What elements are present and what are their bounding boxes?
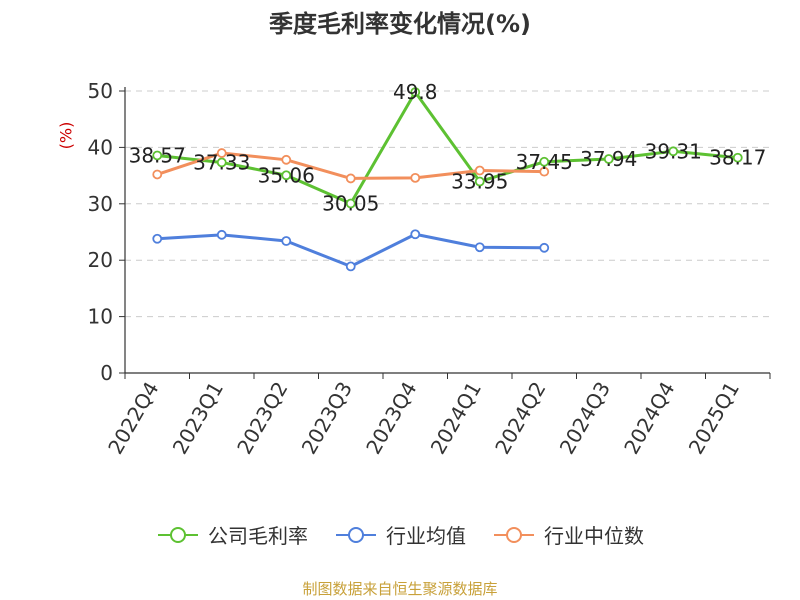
data-label: 33.95 — [451, 170, 508, 194]
data-point — [539, 242, 550, 253]
y-tick-label: 30 — [88, 192, 113, 216]
chart-title: 季度毛利率变化情况(%) — [269, 10, 531, 38]
series-layer — [152, 87, 743, 272]
legend-marker-industry-average — [336, 526, 376, 543]
x-tick-label: 2024Q3 — [555, 378, 615, 459]
legend-item-industry-average[interactable]: 行业均值 — [334, 520, 466, 549]
series-line-0 — [157, 90, 738, 206]
axis-layer: 0 10 20 30 40 50 2022Q4 2023Q1 2023Q2 2023Q3 2023Q… — [88, 79, 771, 459]
x-tick-label: 2024Q1 — [426, 378, 486, 459]
data-label: 37.94 — [580, 147, 637, 171]
data-label: 37.45 — [516, 150, 573, 174]
data-point — [281, 154, 292, 165]
data-point — [281, 170, 292, 181]
data-point — [281, 236, 292, 246]
legend-marker-industry-median — [494, 526, 534, 543]
data-point — [410, 172, 421, 183]
data-point — [668, 146, 679, 157]
x-tick-label: 2024Q2 — [490, 378, 550, 459]
data-point — [603, 154, 614, 164]
x-tick-label: 2023Q1 — [168, 378, 228, 459]
data-label: 38.17 — [709, 146, 766, 170]
legend-marker-company — [158, 526, 198, 543]
data-point — [216, 148, 227, 158]
x-tick-label: 2023Q4 — [361, 378, 421, 459]
data-point — [474, 165, 485, 176]
y-tick-label: 0 — [100, 361, 113, 385]
x-tick-label: 2025Q1 — [684, 378, 744, 459]
data-point — [539, 156, 550, 167]
data-label: 30.05 — [322, 192, 379, 216]
data-point — [539, 166, 550, 177]
data-point — [474, 242, 485, 253]
legend-item-company[interactable]: 公司毛利率 — [156, 520, 308, 549]
x-tick-label: 2023Q3 — [297, 378, 357, 459]
legend-label-industry-median: 行业中位数 — [544, 524, 644, 548]
source-note: 制图数据来自恒生聚源数据库 — [302, 580, 498, 598]
y-tick-label: 40 — [88, 135, 113, 159]
data-point — [732, 152, 743, 163]
data-label-layer: 38.57 37.33 35.06 30.05 49.8 33.95 37.45 37.94 3… — [129, 80, 767, 215]
data-point — [410, 229, 421, 240]
x-tick-label: 2023Q2 — [232, 378, 292, 459]
y-tick-label: 10 — [88, 305, 113, 329]
legend-item-industry-median[interactable]: 行业中位数 — [492, 520, 644, 549]
data-point — [345, 173, 356, 184]
y-tick-label: 20 — [88, 248, 113, 272]
grid-layer — [125, 90, 770, 318]
legend-label-industry-average: 行业均值 — [386, 524, 466, 548]
data-point — [152, 150, 163, 161]
data-point — [410, 87, 421, 98]
legend-label-company: 公司毛利率 — [208, 524, 308, 548]
data-point — [152, 233, 163, 244]
data-point — [216, 229, 227, 240]
data-label: 49.8 — [393, 80, 438, 104]
x-tick-label: 2024Q4 — [619, 378, 679, 459]
data-label: 39.31 — [645, 139, 702, 163]
data-label: 38.57 — [129, 143, 186, 167]
data-point — [216, 157, 227, 168]
data-point — [474, 176, 485, 187]
data-label: 35.06 — [258, 163, 315, 187]
y-tick-label: 50 — [88, 79, 113, 103]
x-tick-label: 2022Q4 — [103, 378, 163, 459]
data-label: 37.33 — [193, 150, 250, 174]
legend: 公司毛利率 行业均值 行业中位数 — [0, 520, 800, 549]
data-point — [345, 198, 356, 209]
data-point — [152, 169, 163, 180]
data-point — [345, 261, 356, 272]
